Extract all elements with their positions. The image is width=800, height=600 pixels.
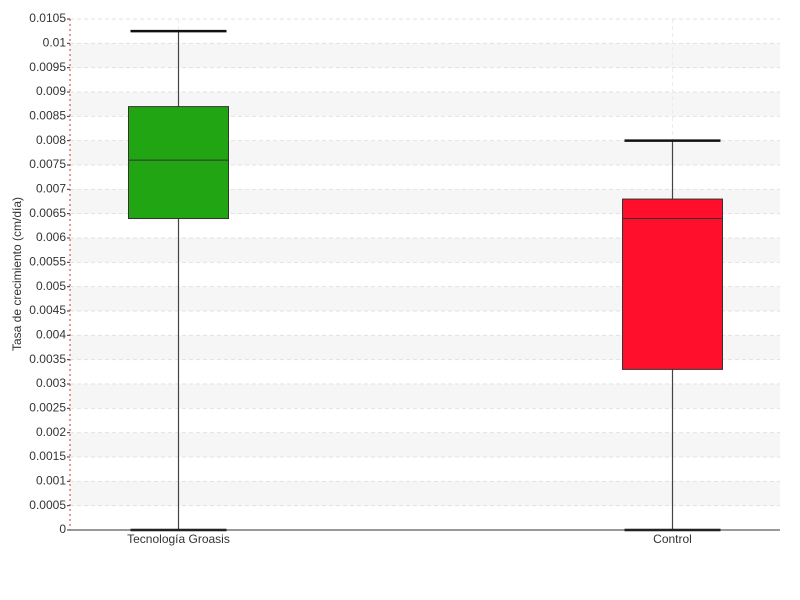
y-tick-label: 0.0055 (29, 255, 66, 269)
y-tick-label: 0.0005 (29, 498, 66, 512)
grid-band (70, 432, 780, 457)
y-tick-label: 0.007 (36, 182, 66, 196)
y-tick-label: 0.0025 (29, 401, 66, 415)
box (622, 198, 723, 370)
grid-band (70, 384, 780, 409)
y-tick-label: 0.0015 (29, 449, 66, 463)
y-tick-label: 0.003 (36, 376, 66, 390)
y-tick-label: 0.0035 (29, 352, 66, 366)
y-tick-label: 0.008 (36, 133, 66, 147)
y-tick-label: 0.0085 (29, 109, 66, 123)
y-tick-label: 0.005 (36, 279, 66, 293)
y-tick-label: 0.0075 (29, 157, 66, 171)
y-tick-label: 0.0065 (29, 206, 66, 220)
grid-band (70, 481, 780, 506)
y-tick-label: 0.009 (36, 84, 66, 98)
y-tick-label: 0.002 (36, 425, 66, 439)
y-tick-label: 0.001 (36, 474, 66, 488)
y-tick-label: 0.0045 (29, 303, 66, 317)
y-tick-label: 0.004 (36, 328, 66, 342)
x-tick-label: Tecnología Groasis (127, 532, 230, 546)
y-tick-label: 0 (59, 522, 66, 536)
x-tick-label: Control (653, 532, 692, 546)
y-tick-label: 0.006 (36, 230, 66, 244)
grid-band (70, 43, 780, 68)
y-tick-label: 0.0095 (29, 60, 66, 74)
box (128, 106, 229, 220)
y-tick-label: 0.01 (43, 36, 67, 50)
y-tick-label: 0.0105 (29, 11, 66, 25)
y-axis-label: Tasa de crecimiento (cm/día) (10, 197, 24, 351)
